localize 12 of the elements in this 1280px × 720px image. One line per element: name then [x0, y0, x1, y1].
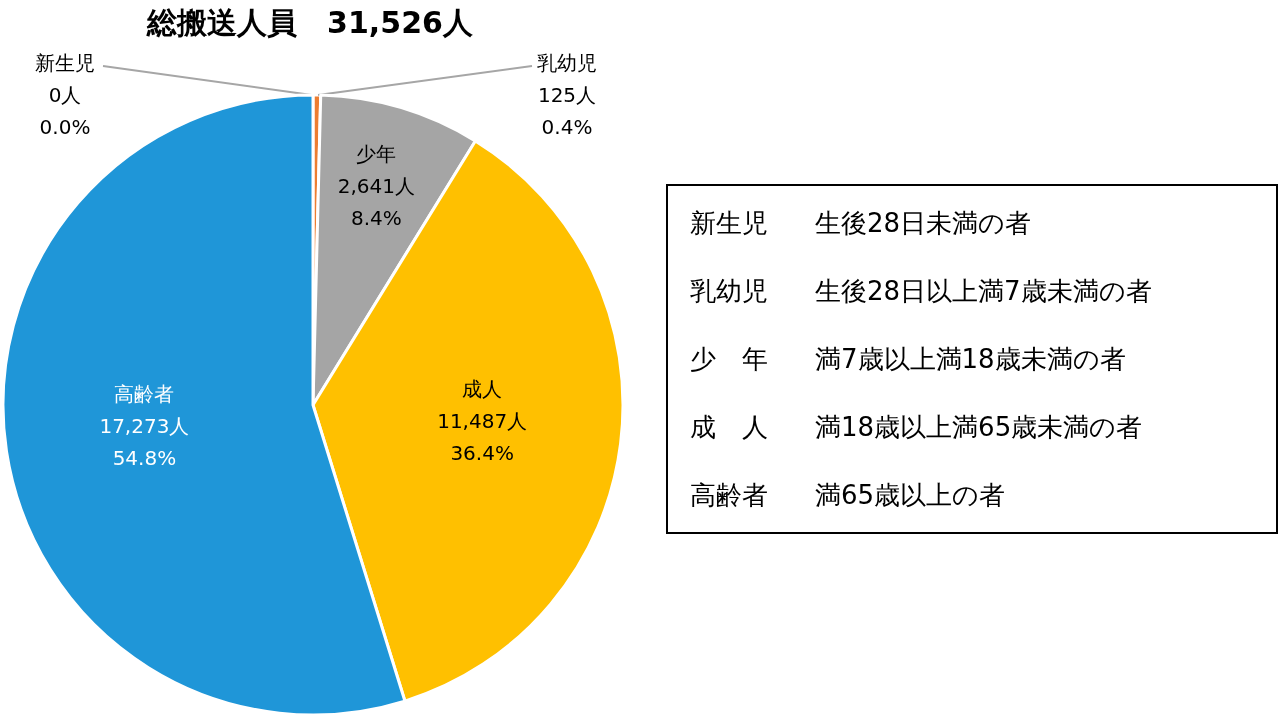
data-label: 17,273人 54.8%	[99, 413, 190, 470]
text: 0人 0.0%	[39, 83, 91, 139]
chart-title: 総搬送人員 31,526人	[146, 5, 474, 40]
data-label: 11,487人 36.4%	[437, 409, 528, 466]
data-label: 125人 0.4%	[537, 83, 597, 139]
category-label: 新生児	[35, 51, 95, 75]
definitions: 新生児 生後28日未満の者 乳幼児 生後28日以上満7歳未満の者 少 年 満7歳以上満18歳未満の者 成 人 満18歳以上満65歳未満の者 高齢者 満65歳以上の者	[666, 184, 1278, 534]
slice-label: 少年	[356, 142, 397, 166]
slice-label: 乳幼児	[537, 51, 597, 75]
slice-label: 高齢者	[114, 381, 175, 406]
data-label: 2,641人 8.4%	[337, 174, 416, 230]
slice-label: 成人	[462, 377, 503, 402]
